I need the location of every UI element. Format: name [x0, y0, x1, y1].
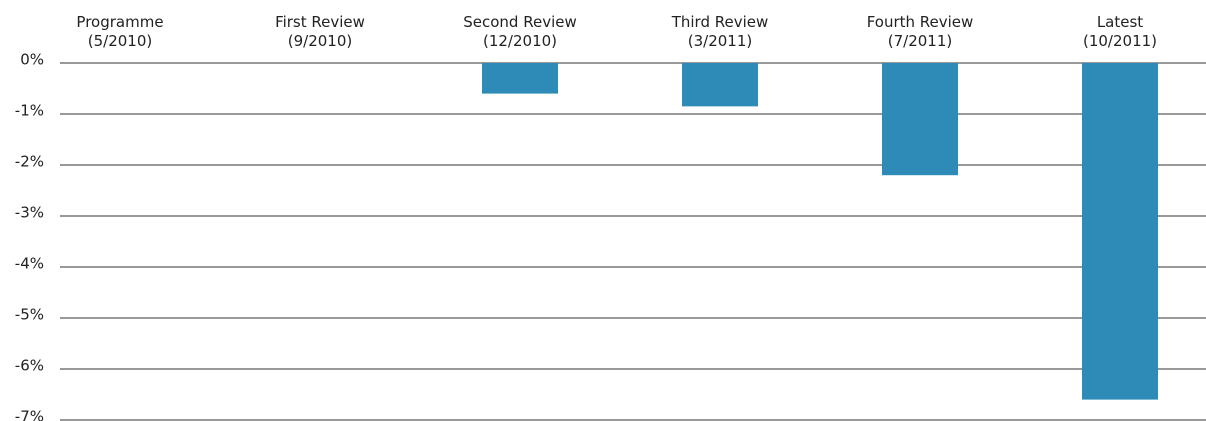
x-tick-label: Third Review (3/2011) [671, 13, 769, 50]
y-tick-label: -2% [15, 153, 44, 171]
y-tick-label: -7% [15, 408, 44, 421]
x-tick-label: Second Review (12/2010) [463, 13, 577, 50]
y-tick-label: -4% [15, 255, 44, 273]
y-tick-label: 0% [20, 51, 44, 69]
bar [882, 63, 958, 176]
y-tick-label: -6% [15, 357, 44, 375]
x-tick-label: Programme (5/2010) [76, 13, 164, 50]
x-tick-label: Fourth Review (7/2011) [866, 13, 974, 50]
y-tick-label: -5% [15, 306, 44, 324]
y-tick-label: -3% [15, 204, 44, 222]
x-tick-label: Latest (10/2011) [1082, 13, 1158, 50]
bar [682, 63, 758, 107]
bar [1082, 63, 1158, 400]
x-tick-label: First Review (9/2010) [275, 13, 365, 50]
y-tick-label: -1% [15, 102, 44, 120]
bar [482, 63, 558, 94]
